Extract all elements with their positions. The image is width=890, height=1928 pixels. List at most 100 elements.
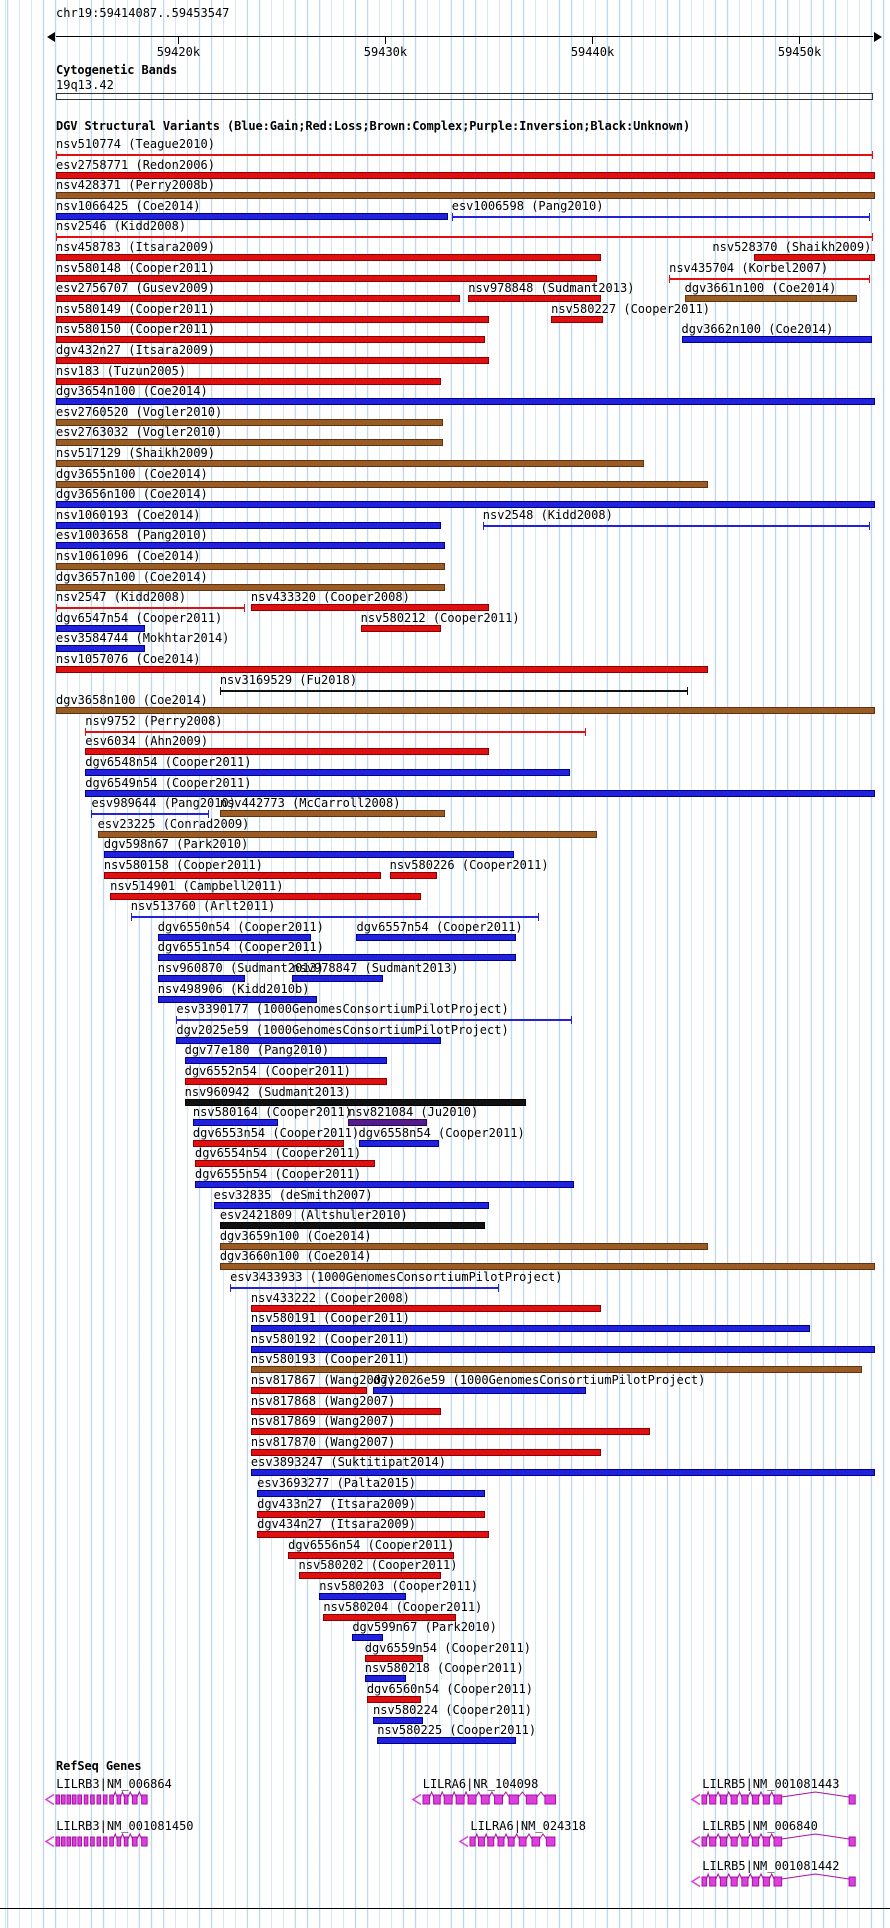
variant-bar[interactable] [219, 810, 446, 818]
variant-bar[interactable] [56, 624, 146, 632]
variant-span-line[interactable] [451, 212, 871, 221]
variant-bar[interactable] [56, 336, 485, 344]
variant-bar[interactable] [56, 501, 875, 509]
variant-span-line[interactable] [91, 810, 210, 819]
variant-bar[interactable] [56, 460, 645, 467]
variant-bar[interactable] [56, 171, 875, 179]
variant-bar[interactable] [468, 295, 601, 303]
variant-bar[interactable] [184, 1098, 527, 1106]
variant-bar[interactable] [56, 212, 448, 220]
variant-bar[interactable] [56, 563, 446, 570]
gene-glyph[interactable] [690, 1832, 859, 1851]
variant-span-line[interactable] [669, 274, 870, 283]
gene-glyph[interactable] [44, 1832, 151, 1851]
variant-bar[interactable] [85, 748, 489, 756]
variant-bar[interactable] [366, 1696, 421, 1703]
variant-bar[interactable] [257, 1531, 489, 1539]
variant-bar[interactable] [56, 274, 597, 282]
variant-bar[interactable] [364, 1675, 407, 1683]
variant-bar[interactable] [348, 1119, 427, 1127]
variant-bar[interactable] [373, 1387, 587, 1394]
variant-bar[interactable] [250, 1325, 810, 1333]
gene-glyph[interactable] [690, 1872, 859, 1891]
variant-bar[interactable] [85, 789, 875, 797]
variant-bar[interactable] [56, 666, 709, 673]
variant-bar[interactable] [56, 480, 709, 488]
variant-bar[interactable] [56, 439, 444, 447]
variant-bar[interactable] [56, 583, 446, 591]
variant-span-line[interactable] [219, 686, 688, 695]
variant-bar[interactable] [157, 995, 318, 1003]
variant-bar[interactable] [250, 1469, 875, 1477]
variant-bar[interactable] [56, 295, 460, 303]
variant-bar[interactable] [360, 624, 442, 632]
variant-span-line[interactable] [482, 521, 871, 530]
variant-bar[interactable] [389, 872, 438, 879]
variant-bar[interactable] [56, 418, 444, 426]
cytoband-glyph[interactable] [56, 93, 873, 100]
gene-glyph[interactable] [44, 1790, 151, 1809]
variant-bar[interactable] [157, 954, 516, 962]
variant-bar[interactable] [184, 1057, 388, 1065]
variant-bar[interactable] [377, 1737, 516, 1745]
variant-bar[interactable] [219, 1242, 709, 1250]
variant-bar[interactable] [56, 707, 875, 715]
variant-span-line[interactable] [56, 233, 873, 242]
variant-bar[interactable] [319, 1593, 407, 1600]
variant-bar[interactable] [56, 192, 875, 200]
variant-bar[interactable] [250, 1366, 862, 1374]
variant-bar[interactable] [250, 1448, 601, 1456]
variant-bar[interactable] [184, 1078, 388, 1085]
variant-span-line[interactable] [230, 1284, 500, 1292]
variant-bar[interactable] [85, 769, 570, 776]
variant-bar[interactable] [192, 1119, 278, 1127]
variant-bar[interactable] [373, 1716, 423, 1724]
variant-bar[interactable] [250, 1304, 601, 1312]
variant-bar[interactable] [192, 1139, 344, 1147]
variant-span-line[interactable] [56, 151, 873, 159]
variant-bar[interactable] [56, 377, 442, 385]
variant-bar[interactable] [56, 542, 446, 550]
variant-span-line[interactable] [130, 913, 539, 922]
variant-bar[interactable] [103, 872, 382, 879]
variant-bar[interactable] [352, 1634, 384, 1642]
variant-bar[interactable] [684, 295, 858, 303]
variant-bar[interactable] [323, 1613, 456, 1621]
variant-bar[interactable] [103, 851, 514, 859]
variant-bar[interactable] [250, 604, 489, 612]
variant-bar[interactable] [157, 975, 245, 982]
variant-span-line[interactable] [56, 604, 245, 613]
gene-glyph[interactable] [411, 1790, 560, 1809]
variant-bar[interactable] [754, 254, 875, 261]
variant-bar[interactable] [219, 1263, 875, 1271]
variant-bar[interactable] [681, 336, 872, 344]
variant-bar[interactable] [97, 830, 597, 838]
variant-bar[interactable] [292, 975, 384, 982]
variant-bar[interactable] [356, 933, 516, 941]
variant-bar[interactable] [250, 1387, 367, 1394]
variant-bar[interactable] [110, 892, 421, 900]
variant-bar[interactable] [250, 1345, 875, 1353]
gene-glyph[interactable] [690, 1790, 859, 1809]
variant-bar[interactable] [56, 357, 489, 364]
variant-bar[interactable] [364, 1654, 423, 1662]
variant-bar[interactable] [194, 1181, 574, 1188]
variant-bar[interactable] [56, 315, 489, 323]
variant-bar[interactable] [219, 1222, 485, 1230]
variant-bar[interactable] [257, 1510, 485, 1518]
variant-bar[interactable] [298, 1572, 442, 1580]
variant-bar[interactable] [56, 521, 442, 529]
variant-bar[interactable] [288, 1551, 454, 1559]
ruler-left-arrow-icon[interactable] [47, 32, 55, 42]
variant-bar[interactable] [56, 645, 146, 653]
variant-bar[interactable] [56, 254, 601, 261]
variant-bar[interactable] [194, 1160, 376, 1168]
variant-bar[interactable] [56, 398, 875, 406]
variant-bar[interactable] [250, 1407, 442, 1415]
variant-bar[interactable] [176, 1036, 442, 1044]
variant-span-line[interactable] [85, 727, 587, 736]
variant-bar[interactable] [213, 1201, 489, 1209]
variant-bar[interactable] [358, 1139, 440, 1147]
variant-bar[interactable] [551, 315, 603, 323]
variant-span-line[interactable] [176, 1016, 573, 1025]
